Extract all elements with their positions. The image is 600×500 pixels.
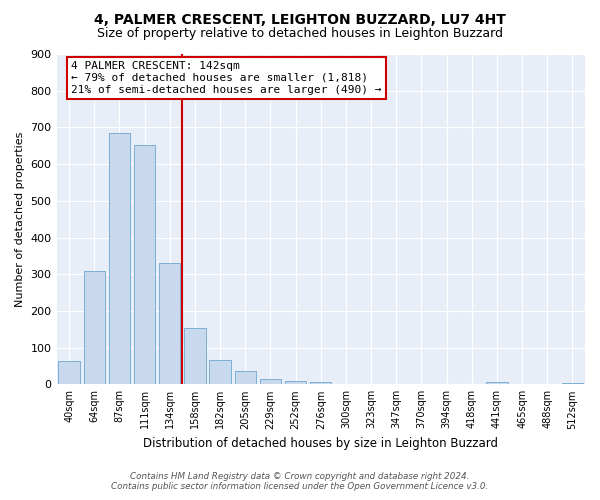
Text: 4, PALMER CRESCENT, LEIGHTON BUZZARD, LU7 4HT: 4, PALMER CRESCENT, LEIGHTON BUZZARD, LU… (94, 12, 506, 26)
Bar (285, 382, 307, 384)
Text: 4 PALMER CRESCENT: 142sqm
← 79% of detached houses are smaller (1,818)
21% of se: 4 PALMER CRESCENT: 142sqm ← 79% of detac… (71, 62, 382, 94)
Bar (260, 379, 281, 384)
Bar (83, 270, 105, 384)
Bar (184, 328, 206, 384)
Bar (58, 361, 80, 384)
Y-axis label: Number of detached properties: Number of detached properties (15, 132, 25, 307)
Bar (159, 263, 181, 384)
Bar (109, 133, 130, 384)
X-axis label: Distribution of detached houses by size in Leighton Buzzard: Distribution of detached houses by size … (143, 437, 498, 450)
Text: Size of property relative to detached houses in Leighton Buzzard: Size of property relative to detached ho… (97, 28, 503, 40)
Bar (310, 382, 331, 384)
Bar (134, 144, 155, 384)
Bar (235, 372, 256, 384)
Bar (209, 360, 231, 384)
Bar (562, 383, 583, 384)
Bar (486, 382, 508, 384)
Text: Contains HM Land Registry data © Crown copyright and database right 2024.
Contai: Contains HM Land Registry data © Crown c… (112, 472, 488, 491)
